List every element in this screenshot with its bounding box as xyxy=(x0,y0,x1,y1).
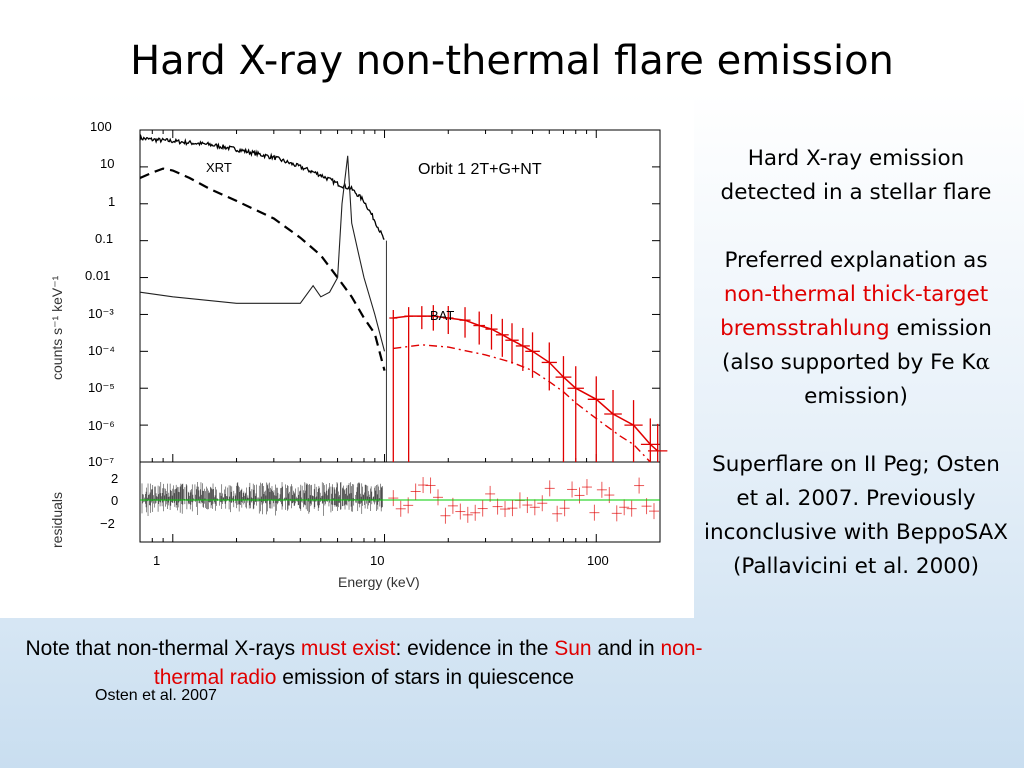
series-label-bat: BAT xyxy=(430,308,454,323)
side-paragraph-detection: Hard X-ray emission detected in a stella… xyxy=(720,146,992,205)
note-text-3: and in xyxy=(591,637,661,660)
ytick-1e-7: 10⁻⁷ xyxy=(88,454,114,469)
ytick-100: 100 xyxy=(90,119,112,134)
ytick-1e-6: 10⁻⁶ xyxy=(88,418,115,433)
residual-tick-2: 2 xyxy=(111,471,118,486)
ytick-0.1: 0.1 xyxy=(95,231,113,246)
residual-axis-label: residuals xyxy=(49,492,65,548)
note-highlight-sun: Sun xyxy=(554,637,592,660)
residual-plot-frame xyxy=(139,461,661,543)
note-text-1: Note that non-thermal X-rays xyxy=(25,637,301,660)
side-text-column: Hard X-ray emission detected in a stella… xyxy=(700,142,1012,618)
iron-line-component-curve xyxy=(139,155,386,352)
series-label-xrt: XRT xyxy=(206,160,232,175)
note-highlight-must-exist: must exist xyxy=(300,637,396,660)
side-paragraph-explanation: Preferred explanation as non-thermal thi… xyxy=(700,244,1012,414)
side-paragraph-superflare: Superflare on II Peg; Osten et al. 2007.… xyxy=(704,452,1008,579)
ytick-1: 1 xyxy=(108,194,115,209)
note-text-2: : evidence in the xyxy=(395,637,555,660)
note-text-4: emission of stars in quiescence xyxy=(276,666,575,689)
xtick-10: 10 xyxy=(370,553,384,568)
explanation-end: emission) xyxy=(804,384,908,409)
xtick-100: 100 xyxy=(587,553,609,568)
alpha-symbol: α xyxy=(975,350,991,375)
ytick-1e-3: 10⁻³ xyxy=(88,306,114,321)
main-plot-frame xyxy=(139,129,661,463)
ytick-1e-4: 10⁻⁴ xyxy=(88,343,115,358)
x-axis-label: Energy (keV) xyxy=(338,574,420,590)
xtick-1: 1 xyxy=(153,553,160,568)
ytick-10: 10 xyxy=(100,156,114,171)
chart-annotation: Orbit 1 2T+G+NT xyxy=(418,161,542,178)
ytick-1e-5: 10⁻⁵ xyxy=(88,380,115,395)
slide-title: Hard X-ray non-thermal flare emission xyxy=(130,38,894,84)
bottom-note: Note that non-thermal X-rays must exist:… xyxy=(22,634,706,692)
ytick-0.01: 0.01 xyxy=(85,268,110,283)
bat-model-curve xyxy=(393,315,659,452)
figure-credit: Osten et al. 2007 xyxy=(95,687,217,704)
residual-tick-0: 0 xyxy=(111,493,118,508)
residual-tick-minus2: −2 xyxy=(100,516,115,531)
note-highlight-radio: non-thermal radio xyxy=(153,637,703,689)
thermal-model-dashed-curve xyxy=(139,167,386,371)
figure-panel: 100 10 1 0.1 0.01 10⁻³ 10⁻⁴ 10⁻⁵ 10⁻⁶ 10… xyxy=(0,100,694,704)
y-axis-label: counts s⁻¹ keV⁻¹ xyxy=(49,275,65,380)
explanation-prefix: Preferred explanation as xyxy=(724,248,988,273)
spectrum-chart: 100 10 1 0.1 0.01 10⁻³ 10⁻⁴ 10⁻⁵ 10⁻⁶ 10… xyxy=(49,119,668,590)
nonthermal-model-dashdot-curve xyxy=(393,344,651,463)
explanation-suffix: emission (also supported by Fe K xyxy=(721,316,992,375)
explanation-highlight: non-thermal thick-target bremsstrahlung xyxy=(720,282,989,341)
xrt-data-line xyxy=(139,134,385,240)
